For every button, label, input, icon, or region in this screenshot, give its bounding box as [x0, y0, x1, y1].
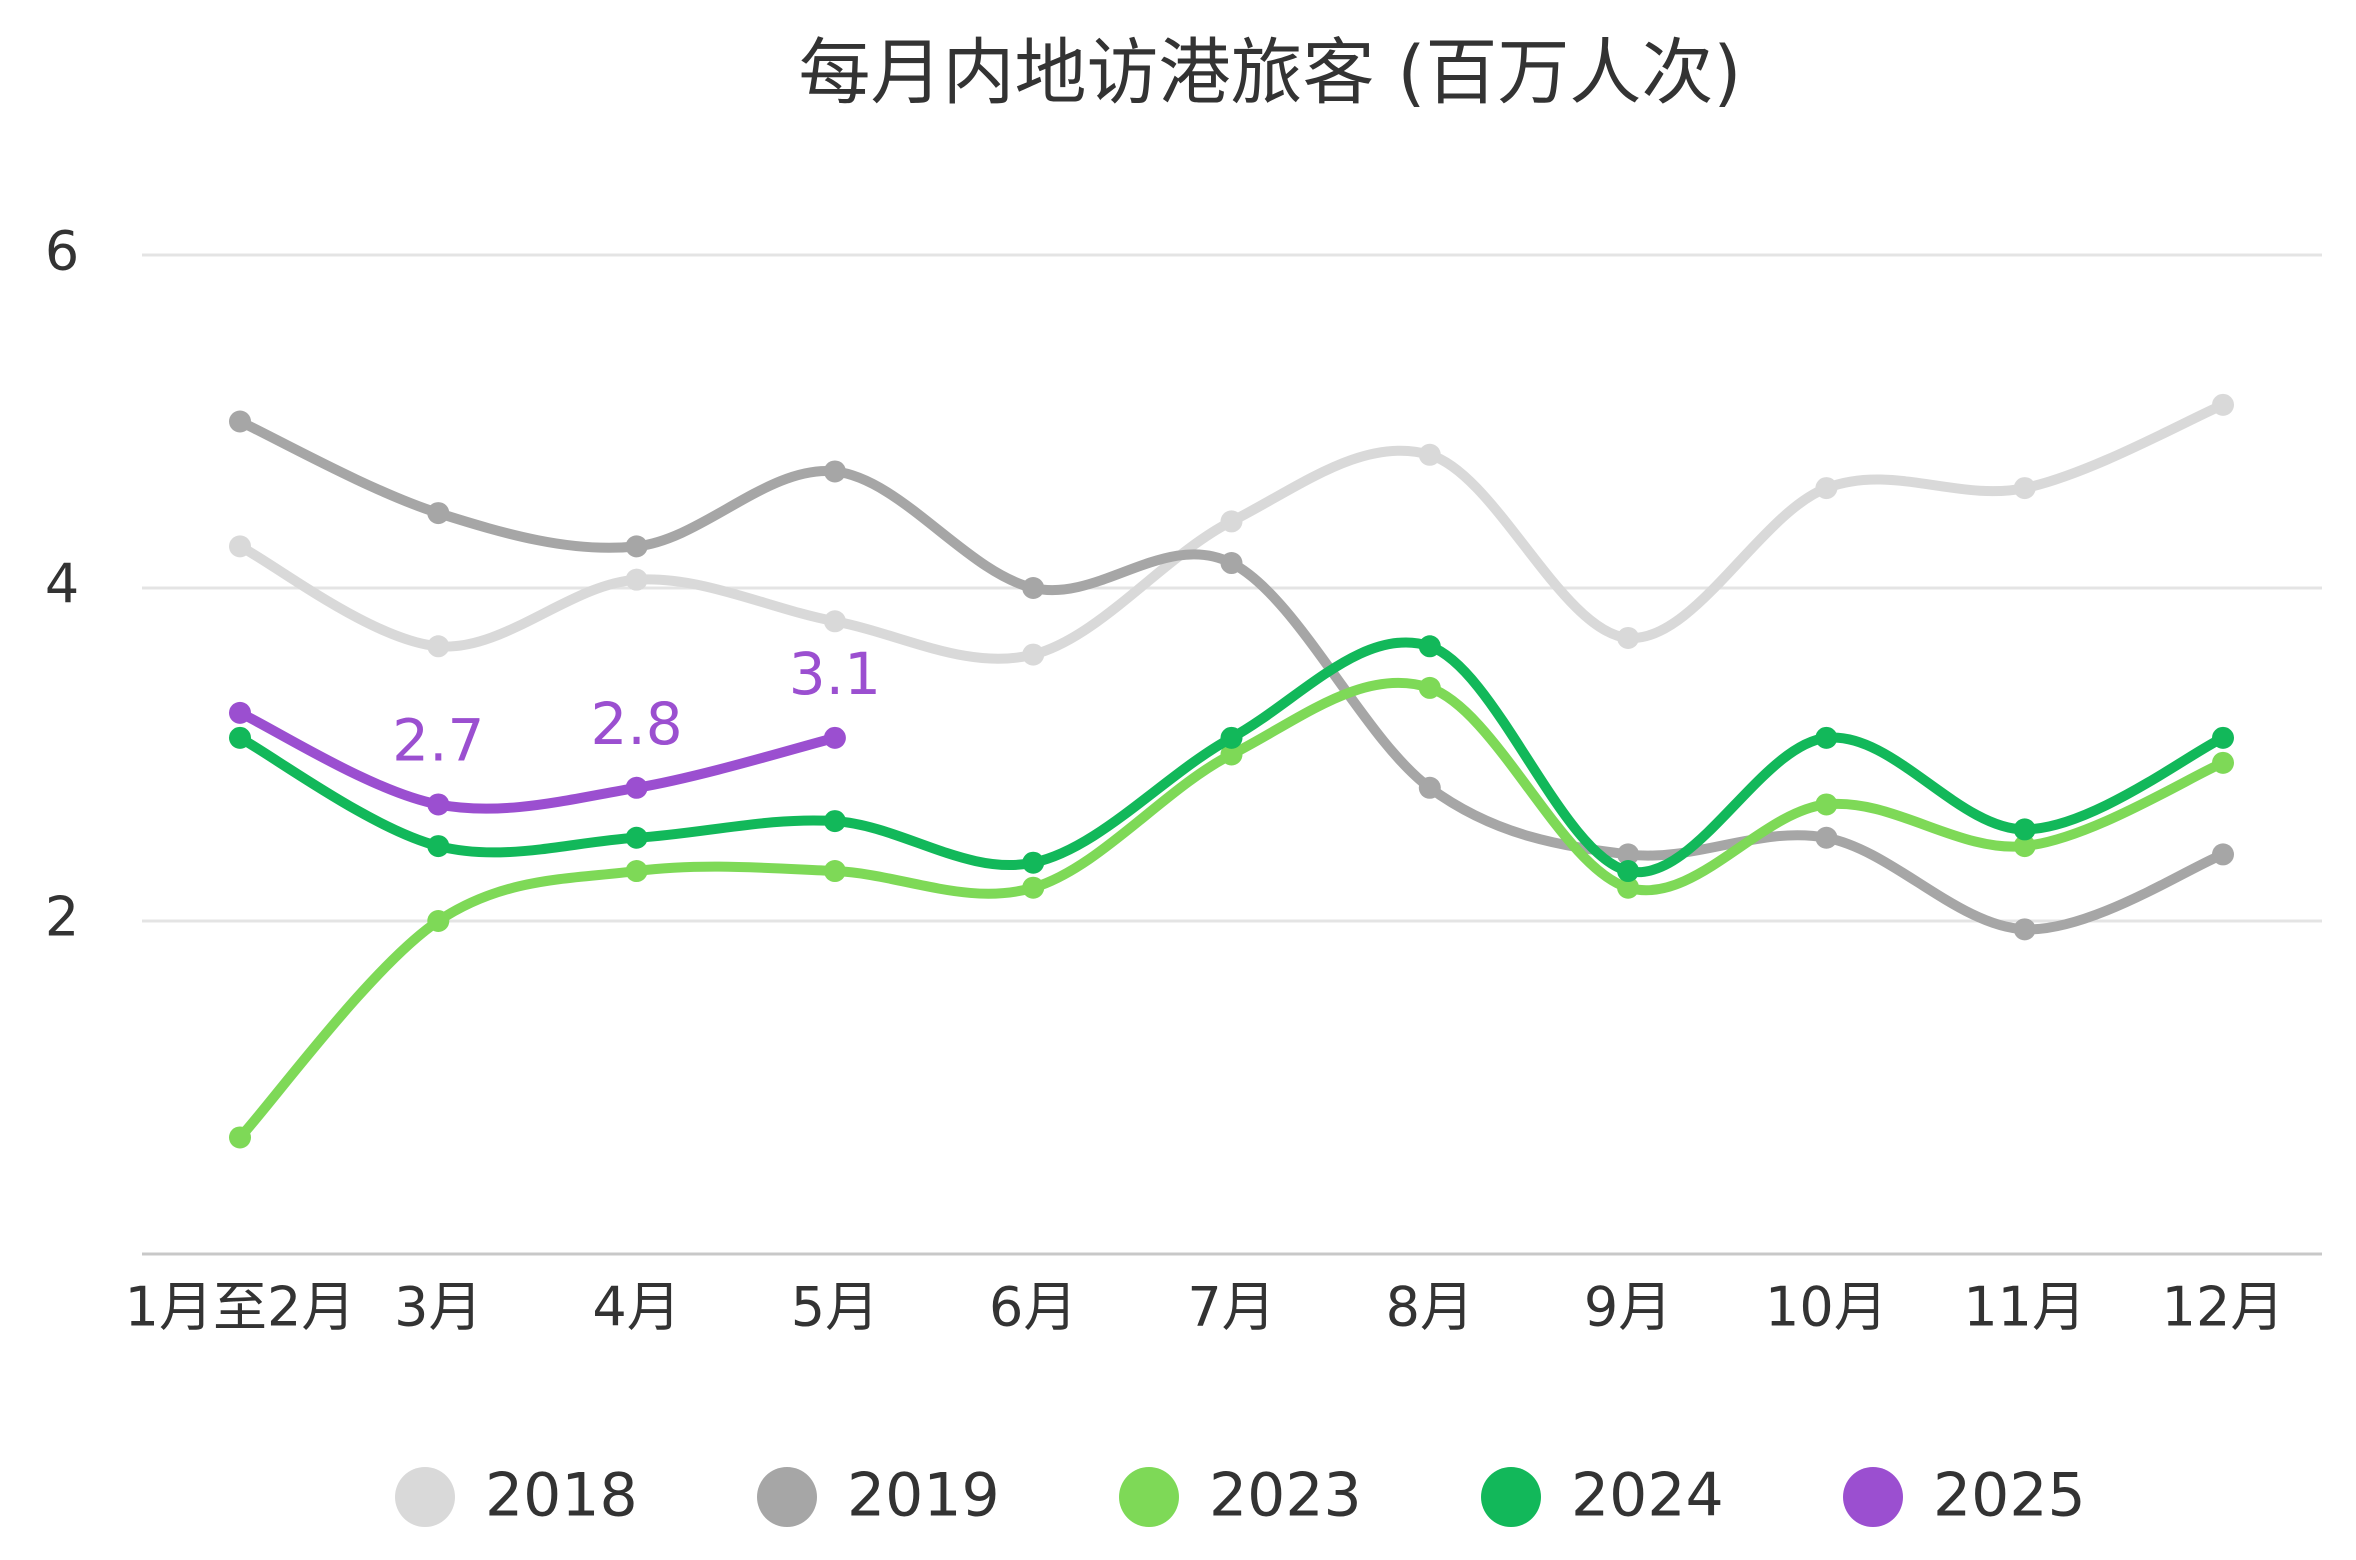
data-point — [1418, 635, 1441, 658]
data-point — [1022, 577, 1045, 599]
x-tick-label: 11月 — [1963, 1276, 2086, 1339]
legend-label: 2025 — [1933, 1461, 2086, 1531]
x-tick-label: 12月 — [2162, 1276, 2285, 1339]
data-point — [427, 835, 450, 858]
data-point — [625, 568, 648, 591]
data-point — [229, 726, 251, 749]
x-tick-label: 6月 — [989, 1276, 1077, 1339]
data-point — [229, 1126, 251, 1149]
legend-label: 2023 — [1209, 1461, 1362, 1531]
y-tick-label: 4 — [45, 553, 79, 616]
x-tick-label: 3月 — [394, 1276, 482, 1339]
data-point — [229, 410, 251, 433]
y-tick-label: 6 — [45, 220, 79, 283]
chart-title: 每月内地访港旅客 (百万人次) — [798, 31, 1741, 115]
data-point — [1617, 626, 1640, 649]
data-point — [1815, 793, 1838, 816]
data-label: 2.7 — [392, 707, 484, 775]
data-point — [1022, 851, 1045, 874]
data-point — [427, 502, 450, 525]
data-point — [1815, 477, 1838, 500]
legend-label: 2018 — [485, 1461, 638, 1531]
data-point — [229, 701, 251, 724]
data-point — [427, 793, 450, 816]
series-line — [235, 707, 840, 814]
series-line — [235, 637, 2228, 878]
data-point — [823, 860, 846, 883]
data-point — [1022, 876, 1045, 899]
data-point — [1220, 743, 1243, 766]
data-point — [2013, 818, 2036, 841]
data-point — [1815, 826, 1838, 849]
legend-label: 2024 — [1571, 1461, 1724, 1531]
data-point — [229, 535, 251, 558]
legend-swatch — [395, 1467, 455, 1527]
x-tick-label: 1月至2月 — [125, 1276, 356, 1339]
legend-label: 2019 — [847, 1461, 1000, 1531]
data-point — [823, 460, 846, 483]
legend-swatch — [1119, 1467, 1179, 1527]
data-point — [1022, 643, 1045, 666]
data-point — [1418, 443, 1441, 466]
data-point — [625, 776, 648, 799]
data-point — [427, 635, 450, 658]
data-point — [1815, 726, 1838, 749]
x-tick-label: 4月 — [592, 1276, 680, 1339]
data-point — [625, 860, 648, 883]
x-tick-label: 8月 — [1386, 1276, 1474, 1339]
data-point — [2013, 918, 2036, 941]
data-point — [1617, 876, 1640, 899]
y-tick-label: 2 — [45, 886, 79, 949]
legend-swatch — [1843, 1467, 1903, 1527]
data-point — [1220, 726, 1243, 749]
data-point — [1418, 676, 1441, 699]
data-label: 3.1 — [789, 640, 881, 708]
data-point — [427, 910, 450, 932]
data-point — [2212, 751, 2234, 774]
x-tick-label: 10月 — [1765, 1276, 1888, 1339]
data-point — [1418, 776, 1441, 799]
data-point — [1220, 552, 1243, 575]
x-tick-label: 5月 — [791, 1276, 879, 1339]
data-point — [2212, 726, 2234, 749]
legend-swatch — [757, 1467, 817, 1527]
legend-swatch — [1481, 1467, 1541, 1527]
data-point — [2212, 393, 2234, 416]
data-point — [625, 826, 648, 849]
data-point — [823, 726, 846, 749]
x-tick-label: 7月 — [1187, 1276, 1275, 1339]
x-tick-label: 9月 — [1584, 1276, 1672, 1339]
data-point — [2013, 477, 2036, 500]
data-point — [625, 535, 648, 558]
data-point — [823, 810, 846, 833]
data-point — [2212, 843, 2234, 866]
data-point — [1617, 860, 1640, 883]
data-label: 2.8 — [590, 690, 682, 758]
data-point — [1220, 510, 1243, 533]
data-point — [2013, 835, 2036, 858]
data-point — [823, 610, 846, 633]
data-point — [1617, 843, 1640, 866]
